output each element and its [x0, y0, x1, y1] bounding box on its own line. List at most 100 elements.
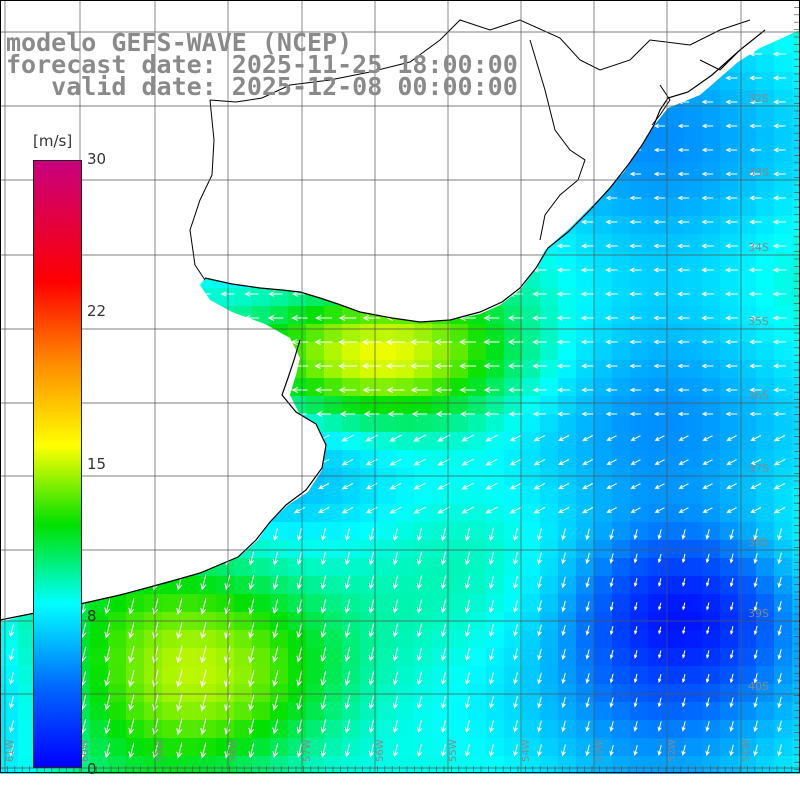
wind-arrow: [533, 458, 546, 466]
wind-arrow: [654, 483, 665, 489]
wind-arrow: [537, 648, 542, 661]
wind-arrow: [338, 314, 357, 322]
wind-arrow: [748, 267, 763, 273]
wind-arrow: [629, 243, 642, 249]
wind-arrow: [434, 386, 452, 394]
wind-arrow: [773, 123, 786, 129]
wind-arrow: [609, 528, 614, 541]
wind-arrow: [585, 577, 590, 588]
wind-arrow: [609, 553, 614, 564]
wind-arrow: [176, 742, 183, 759]
wind-arrow: [777, 696, 782, 709]
wind-arrow: [725, 195, 738, 201]
wind-arrow: [678, 507, 689, 513]
wind-arrow: [557, 435, 570, 442]
wind-arrow: [682, 650, 686, 659]
wind-arrow: [725, 339, 738, 345]
wind-arrow: [413, 458, 426, 466]
lon-label: 56W: [375, 739, 386, 762]
wind-arrow: [580, 315, 594, 321]
wind-arrow: [609, 697, 614, 708]
wind-arrow: [609, 601, 614, 612]
wind-arrow: [461, 434, 474, 442]
wind-arrow: [585, 649, 590, 660]
wind-arrow: [777, 552, 782, 565]
wind-arrow: [582, 507, 594, 514]
wind-arrow: [200, 621, 207, 640]
wind-arrow: [435, 411, 452, 417]
wind-arrow: [677, 123, 689, 129]
land-mask: [0, 19, 766, 621]
wind-arrow: [464, 575, 471, 590]
wind-arrow: [725, 387, 738, 393]
wind-arrow: [361, 338, 382, 346]
wind-arrow: [681, 697, 686, 708]
wind-arrow: [605, 339, 618, 345]
wind-arrow: [200, 717, 207, 736]
wind-arrow: [440, 551, 447, 566]
wind-arrow: [434, 338, 453, 346]
wind-arrow: [773, 195, 786, 201]
wind-arrow: [777, 528, 782, 541]
wind-arrow: [633, 721, 638, 732]
wind-arrow: [705, 721, 710, 732]
wind-arrow: [629, 267, 642, 273]
wind-arrow: [464, 623, 471, 638]
wind-arrow: [750, 483, 762, 490]
wind-arrow: [508, 411, 523, 417]
wind-arrow: [729, 744, 734, 757]
wind-arrow: [537, 528, 542, 541]
wind-arrow: [726, 435, 737, 441]
wind-arrow: [537, 576, 542, 589]
wind-arrow: [314, 338, 333, 346]
wind-arrow: [773, 363, 786, 369]
wind-arrow: [706, 626, 710, 635]
wind-arrow: [677, 339, 690, 345]
wind-arrow: [749, 171, 762, 177]
wind-arrow: [777, 649, 782, 660]
wind-arrow: [657, 697, 662, 708]
wind-arrow: [677, 219, 690, 225]
wind-arrow: [730, 626, 734, 635]
wind-arrow: [749, 387, 762, 393]
wind-arrow: [705, 578, 710, 587]
wind-arrow: [678, 459, 689, 465]
wind-arrow: [385, 362, 406, 370]
wind-arrow: [461, 458, 474, 466]
wind-arrow: [273, 527, 278, 542]
wind-arrow: [701, 123, 714, 129]
wind-arrow: [104, 598, 111, 615]
wind-arrow: [582, 483, 594, 490]
wind-arrow: [389, 434, 403, 442]
wind-arrow: [128, 621, 135, 640]
wind-arrow: [585, 720, 590, 733]
wind-arrow: [272, 669, 279, 688]
wind-arrow: [634, 602, 638, 611]
lat-label: 35S: [748, 315, 769, 328]
wind-arrow: [128, 598, 135, 615]
wind-arrow: [748, 291, 763, 297]
wind-arrow: [392, 623, 399, 638]
wind-arrow: [9, 696, 14, 709]
wind-arrow: [387, 410, 404, 418]
lon-label: 53W: [594, 739, 605, 762]
wind-arrow: [200, 742, 207, 759]
wind-arrow: [417, 719, 423, 734]
wind-arrow: [362, 314, 381, 322]
wind-arrow: [581, 411, 594, 417]
wind-arrow: [609, 649, 614, 660]
wind-arrow: [749, 411, 762, 417]
wind-arrow: [701, 219, 714, 225]
wind-arrow: [677, 195, 690, 201]
wind-arrow: [411, 410, 428, 418]
wind-arrow: [416, 599, 423, 614]
wind-arrow: [459, 411, 475, 417]
wind-arrow: [772, 51, 787, 57]
wind-arrow: [441, 743, 447, 758]
wind-arrow: [585, 601, 590, 612]
wind-arrow: [658, 626, 662, 635]
wind-arrow: [537, 624, 542, 637]
wind-arrow: [561, 720, 566, 733]
wind-arrow: [341, 506, 354, 514]
colorbar-tick-15: 15: [87, 455, 107, 473]
